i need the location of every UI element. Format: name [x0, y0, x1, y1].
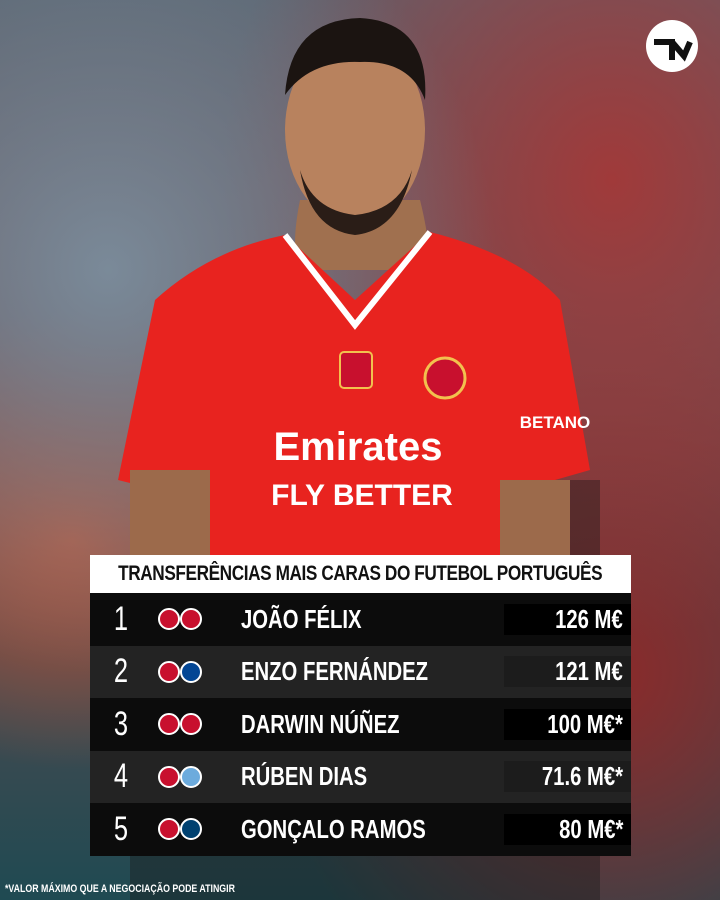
transfer-fee: 80 M€* [504, 813, 631, 845]
jersey-sponsor-tagline: FLY BETTER [271, 479, 453, 512]
player-name: JOÃO FÉLIX [241, 603, 362, 634]
rank: 3 [113, 704, 129, 743]
table-title: TRANSFERÊNCIAS MAIS CARAS DO FUTEBOL POR… [90, 555, 631, 593]
rank: 1 [113, 599, 129, 638]
destination-club-crest-icon [180, 765, 202, 788]
portugal-crest-icon [339, 351, 373, 389]
destination-club-crest-icon [180, 713, 202, 736]
benfica-crest-icon [158, 765, 180, 788]
player-name: DARWIN NÚÑEZ [241, 708, 400, 739]
sleeve-sponsor: BETANO [520, 413, 591, 432]
transfer-fee: 100 M€* [504, 708, 631, 740]
destination-club-crest-icon [180, 660, 202, 683]
transfer-fee: 126 M€ [504, 603, 631, 635]
destination-club-crest-icon [180, 818, 202, 841]
destination-club-crest-icon [180, 608, 202, 631]
player-name: GONÇALO RAMOS [241, 813, 426, 844]
rank: 5 [113, 809, 129, 848]
table-row: 1 JOÃO FÉLIX 126 M€ [90, 593, 631, 646]
player-name: ENZO FERNÁNDEZ [241, 656, 429, 687]
benfica-crest-icon [158, 818, 180, 841]
benfica-crest-icon [158, 608, 180, 631]
player-name: RÚBEN DIAS [241, 761, 368, 792]
club-crests [158, 713, 238, 736]
table-row: 3 DARWIN NÚÑEZ 100 M€* [90, 698, 631, 751]
table-row: 4 RÚBEN DIAS 71.6 M€* [90, 750, 631, 803]
transfers-table: TRANSFERÊNCIAS MAIS CARAS DO FUTEBOL POR… [90, 555, 631, 856]
footnote: *VALOR MÁXIMO QUE A NEGOCIAÇÃO PODE ATIN… [5, 883, 235, 895]
tv-logo-icon [646, 20, 698, 72]
club-crests [158, 818, 238, 841]
club-crests [158, 660, 238, 683]
benfica-crest-icon [158, 660, 180, 683]
club-crests [158, 765, 238, 788]
club-crests [158, 608, 238, 631]
table-row: 5 GONÇALO RAMOS 80 M€* [90, 803, 631, 856]
benfica-crest-icon [423, 356, 467, 400]
transfer-fee: 71.6 M€* [504, 761, 631, 793]
transfer-fee: 121 M€ [504, 656, 631, 688]
jersey-sponsor: Emirates [274, 425, 443, 469]
benfica-crest-icon [158, 713, 180, 736]
rank: 4 [113, 757, 129, 796]
rank: 2 [113, 652, 129, 691]
table-row: 2 ENZO FERNÁNDEZ 121 M€ [90, 645, 631, 698]
